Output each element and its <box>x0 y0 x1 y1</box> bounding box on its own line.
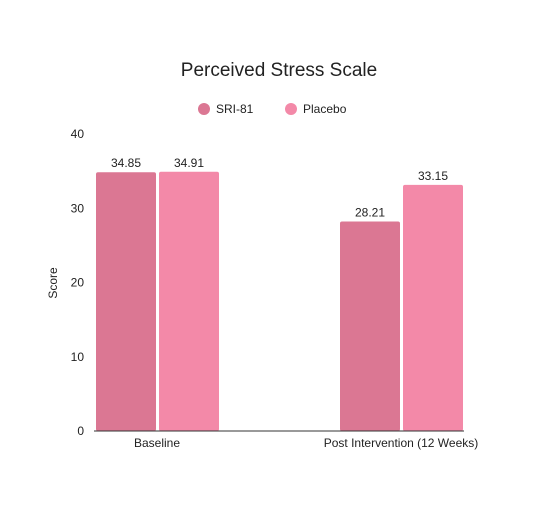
chart-title: Perceived Stress Scale <box>181 60 377 81</box>
x-tick-label-baseline: Baseline <box>134 436 180 450</box>
legend-label-sri81: SRI-81 <box>216 102 254 116</box>
legend-label-placebo: Placebo <box>303 102 347 116</box>
data-label: 34.85 <box>111 156 141 170</box>
y-tick-label: 10 <box>71 350 85 364</box>
y-axis-label: Score <box>46 267 60 299</box>
data-labels: 34.85 34.91 28.21 33.15 <box>111 156 448 220</box>
bar-sri-81-0 <box>96 172 156 431</box>
y-tick-label: 30 <box>71 201 85 215</box>
x-tick-label-post-intervention: Post Intervention (12 Weeks) <box>324 436 479 450</box>
bar-placebo-0 <box>159 171 219 431</box>
legend-swatch-placebo <box>285 103 297 115</box>
y-tick-label: 20 <box>71 276 85 290</box>
data-label: 34.91 <box>174 156 204 170</box>
y-tick-label: 40 <box>71 127 85 141</box>
y-tick-label: 0 <box>77 424 84 438</box>
data-label: 33.15 <box>418 169 448 183</box>
bar-sri-81-1 <box>340 221 400 431</box>
bar-placebo-1 <box>403 184 463 431</box>
legend-swatch-sri81 <box>198 103 210 115</box>
data-label: 28.21 <box>355 206 385 220</box>
bars <box>96 171 463 431</box>
y-axis: 0 10 20 30 40 <box>71 127 85 438</box>
legend: SRI-81 Placebo <box>198 102 347 116</box>
